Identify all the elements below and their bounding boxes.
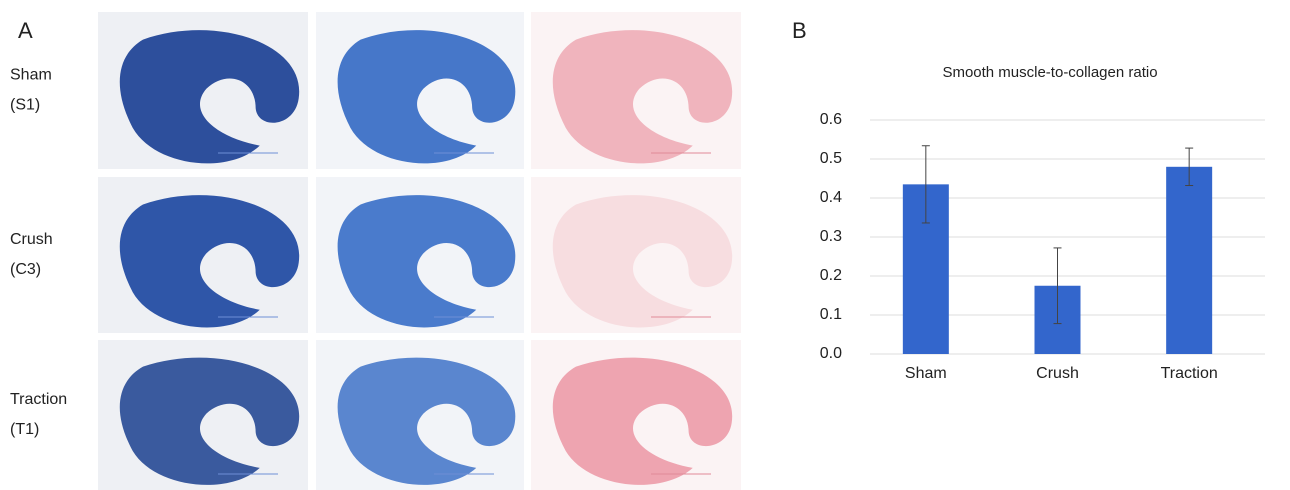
chart-title: Smooth muscle-to-collagen ratio xyxy=(942,64,1157,81)
bar-chart: 0.0 0.1 0.2 0.3 0.4 0.5 0.6 Sham Crush Traction xyxy=(820,111,1265,382)
y-tick-label: 0.1 xyxy=(820,306,842,323)
error-bar xyxy=(1053,247,1062,325)
row-label: (T1) xyxy=(10,421,39,438)
x-tick-label: Sham xyxy=(905,365,947,382)
row-label: Crush xyxy=(10,231,53,248)
panel-label: B xyxy=(792,18,807,43)
row-label: (C3) xyxy=(10,261,41,278)
y-tick-label: 0.6 xyxy=(820,111,842,128)
x-tick-label: Crush xyxy=(1036,365,1079,382)
row-label: Traction xyxy=(10,391,67,408)
row-label: Sham xyxy=(10,67,52,84)
bar xyxy=(1166,166,1213,354)
y-tick-label: 0.3 xyxy=(820,228,842,245)
micrograph-grid: Sham (S1) Crush (C3) Traction (T1) xyxy=(10,12,741,490)
y-tick-label: 0.5 xyxy=(820,150,842,167)
error-bar xyxy=(1185,147,1194,187)
y-tick-label: 0.4 xyxy=(820,189,842,206)
y-tick-label: 0.0 xyxy=(820,345,842,362)
row-label: (S1) xyxy=(10,97,40,114)
error-bar xyxy=(921,145,930,224)
panel-label: A xyxy=(18,18,33,43)
x-tick-label: Traction xyxy=(1161,365,1218,382)
y-tick-label: 0.2 xyxy=(820,267,842,284)
